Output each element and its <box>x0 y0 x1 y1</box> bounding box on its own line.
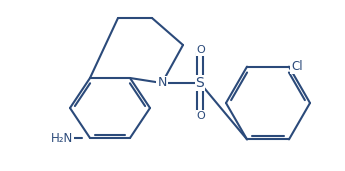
Text: O: O <box>197 111 205 121</box>
Text: O: O <box>197 45 205 55</box>
Text: N: N <box>157 76 167 89</box>
Text: Cl: Cl <box>291 60 303 73</box>
Text: S: S <box>196 76 204 90</box>
Text: H₂N: H₂N <box>51 131 73 144</box>
